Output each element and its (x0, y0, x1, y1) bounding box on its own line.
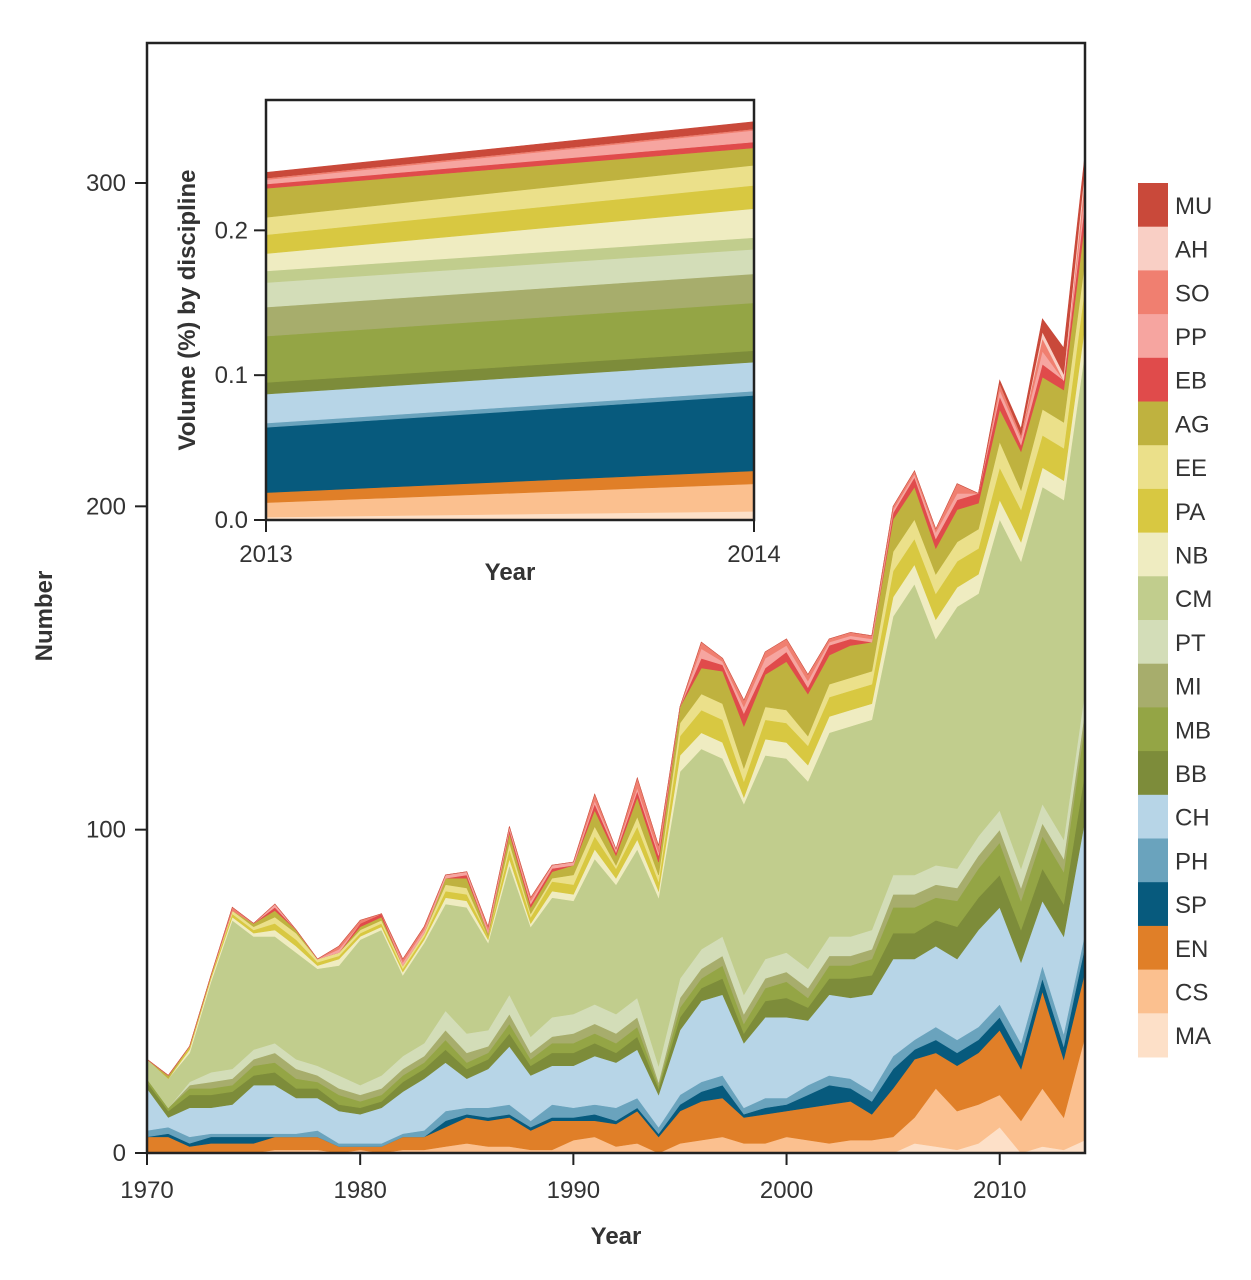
legend-swatch-ch (1138, 794, 1168, 839)
legend-label-pp: PP (1175, 324, 1207, 351)
inset-plot-frame (264, 98, 756, 522)
inset-y-axis: 0.0 0.1 0.2 (215, 217, 266, 534)
legend-label-so: SO (1175, 280, 1210, 307)
legend-label-ah: AH (1175, 237, 1208, 264)
legend-swatch-mi (1138, 663, 1168, 708)
legend-label-cm: CM (1175, 586, 1212, 613)
legend-label-ch: CH (1175, 805, 1210, 832)
legend-label-ma: MA (1175, 1023, 1211, 1050)
main-plot-frame (145, 41, 1087, 1155)
legend-label-pt: PT (1175, 630, 1206, 657)
legend-label-eb: EB (1175, 368, 1207, 395)
legend-swatch-so (1138, 270, 1168, 315)
legend-label-mi: MI (1175, 674, 1202, 701)
main-x-tick-label: 1980 (333, 1177, 386, 1204)
inset-x-axis-title: Year (485, 559, 536, 586)
inset-plot-areas (265, 121, 755, 521)
legend-label-cs: CS (1175, 979, 1208, 1006)
legend-swatch-ph (1138, 838, 1168, 883)
legend: MU AH SO PP EB AG EE PA NB CM PT MI MB BB CH PH SP EN CS MA (1138, 183, 1212, 1058)
main-y-tick-label: 300 (86, 170, 126, 197)
legend-label-ag: AG (1175, 411, 1210, 438)
legend-label-sp: SP (1175, 892, 1207, 919)
main-x-axis: 1970 1980 1990 2000 2010 (120, 1153, 1026, 1204)
main-x-tick-label: 1970 (120, 1177, 173, 1204)
legend-label-ph: PH (1175, 848, 1208, 875)
legend-label-nb: NB (1175, 542, 1208, 569)
legend-label-ee: EE (1175, 455, 1207, 482)
legend-swatch-pt (1138, 620, 1168, 665)
legend-swatch-en (1138, 925, 1168, 971)
main-y-axis: 0 100 200 300 (86, 170, 147, 1167)
legend-label-en: EN (1175, 936, 1208, 963)
legend-label-mb: MB (1175, 717, 1211, 744)
main-x-tick-label: 1990 (547, 1177, 600, 1204)
legend-label-mu: MU (1175, 193, 1212, 220)
legend-swatch-ee (1138, 445, 1168, 490)
main-y-tick-label: 100 (86, 817, 126, 844)
legend-swatch-cs (1138, 969, 1168, 1014)
inset-y-tick-label: 0.1 (215, 362, 248, 389)
main-y-tick-label: 0 (113, 1140, 126, 1167)
inset-y-tick-label: 0.0 (215, 507, 248, 534)
legend-swatch-ma (1138, 1013, 1168, 1058)
legend-swatch-pp (1138, 314, 1168, 359)
legend-label-bb: BB (1175, 761, 1207, 788)
main-x-axis-title: Year (591, 1223, 642, 1250)
inset-y-tick-label: 0.2 (215, 217, 248, 244)
main-x-tick-label: 2000 (760, 1177, 813, 1204)
legend-label-pa: PA (1175, 499, 1205, 526)
legend-swatch-cm (1138, 576, 1168, 621)
inset-x-tick-label: 2014 (727, 541, 780, 568)
main-x-tick-label: 2010 (973, 1177, 1026, 1204)
legend-swatch-ag (1138, 401, 1168, 446)
legend-swatch-eb (1138, 357, 1168, 402)
main-y-axis-title: Number (31, 571, 58, 662)
legend-swatch-nb (1138, 532, 1168, 577)
legend-swatch-ah (1138, 226, 1168, 271)
inset-x-axis: 2013 2014 (239, 520, 781, 568)
legend-swatch-mu (1138, 183, 1168, 228)
legend-swatch-mb (1138, 707, 1168, 752)
inset-x-tick-label: 2013 (239, 541, 292, 568)
legend-swatch-bb (1138, 751, 1168, 796)
main-y-tick-label: 200 (86, 493, 126, 520)
legend-swatch-pa (1138, 488, 1168, 534)
inset-y-axis-title: Volume (%) by discipline (174, 170, 201, 451)
legend-swatch-sp (1138, 882, 1168, 927)
